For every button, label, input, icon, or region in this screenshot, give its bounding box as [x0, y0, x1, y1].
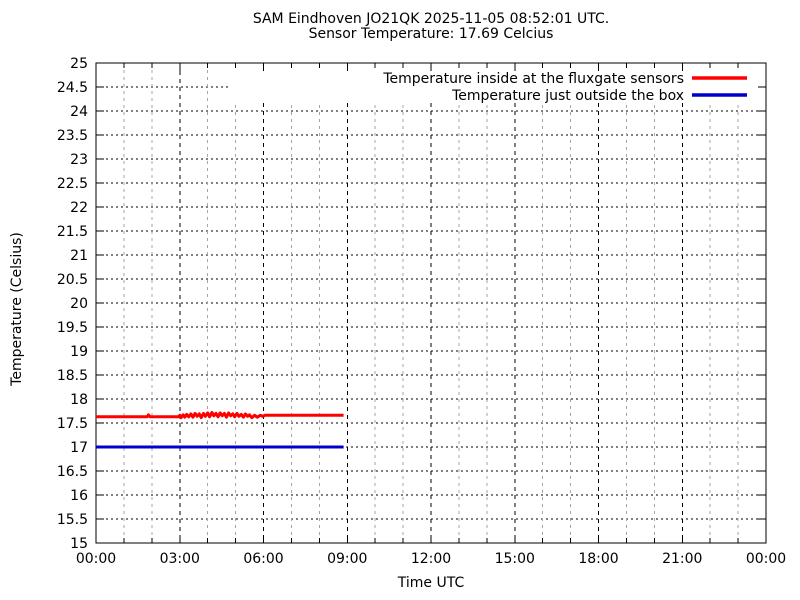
legend-box [228, 64, 765, 102]
y-tick-label: 16.5 [57, 464, 88, 480]
series-line-inside [96, 410, 344, 420]
y-tick-label: 22 [70, 200, 88, 216]
x-tick-label: 18:00 [578, 551, 618, 567]
x-tick-label: 03:00 [160, 551, 200, 567]
x-tick-label: 15:00 [495, 551, 535, 567]
x-tick-label: 06:00 [243, 551, 283, 567]
y-tick-label: 21.5 [57, 224, 88, 240]
y-tick-label: 23 [70, 152, 88, 168]
chart-subtitle: Sensor Temperature: 17.69 Celcius [308, 26, 554, 42]
y-tick-label: 20.5 [57, 272, 88, 288]
x-axis-label: Time UTC [397, 575, 465, 591]
chart-title: SAM Eindhoven JO21QK 2025-11-05 08:52:01… [252, 11, 610, 27]
x-tick-label: 00:00 [76, 551, 116, 567]
y-tick-label: 18.5 [57, 368, 88, 384]
x-tick-label: 09:00 [327, 551, 367, 567]
y-tick-label: 17.5 [57, 416, 88, 432]
y-tick-label: 22.5 [57, 176, 88, 192]
y-tick-label: 18 [70, 392, 88, 408]
y-tick-label: 19 [70, 344, 88, 360]
y-tick-label: 21 [70, 248, 88, 264]
legend-entry-label: Temperature inside at the fluxgate senso… [382, 71, 684, 87]
y-tick-label: 16 [70, 488, 88, 504]
y-tick-label: 24.5 [57, 80, 88, 96]
y-tick-label: 17 [70, 440, 88, 456]
y-tick-label: 19.5 [57, 320, 88, 336]
x-tick-label: 00:00 [746, 551, 786, 567]
x-tick-label: 12:00 [411, 551, 451, 567]
y-tick-label: 24 [70, 104, 88, 120]
x-tick-label: 21:00 [662, 551, 702, 567]
legend-entry-label: Temperature just outside the box [451, 88, 684, 104]
y-tick-label: 25 [70, 56, 88, 72]
y-tick-label: 23.5 [57, 128, 88, 144]
y-tick-label: 20 [70, 296, 88, 312]
y-tick-label: 15.5 [57, 512, 88, 528]
y-tick-label: 15 [70, 536, 88, 552]
